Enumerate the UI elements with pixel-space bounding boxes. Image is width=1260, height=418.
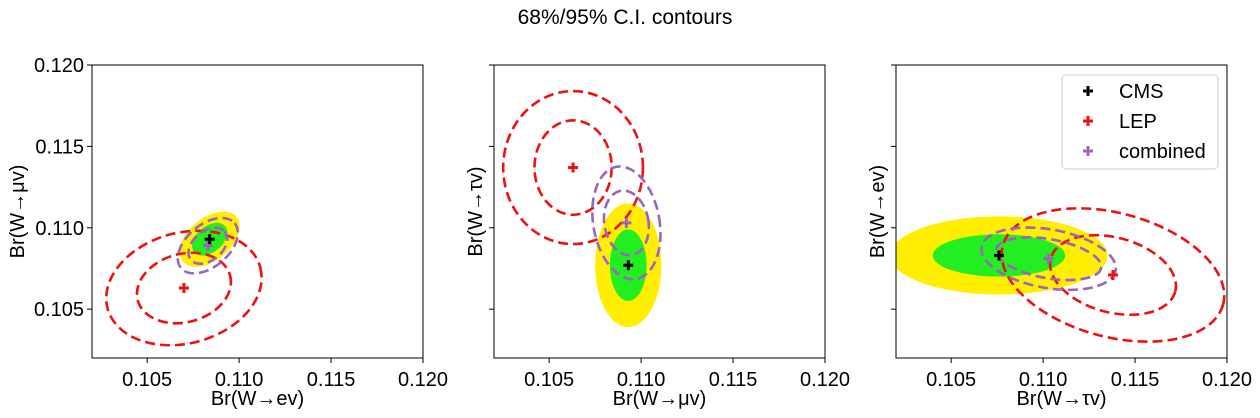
x-axis-label: Br(W→μv) — [613, 388, 707, 410]
legend-label: LEP — [1119, 111, 1157, 133]
y-tick-label: 0.105 — [34, 299, 84, 321]
panel-2: 0.105 0.110 0.115 0.120 Br(W→μv) Br(W→τv) — [465, 64, 850, 410]
lep-marker — [178, 283, 189, 294]
axes-frame — [895, 64, 1228, 359]
panel-1: 0.105 0.110 0.115 0.120 0.105 0.110 0.115 0.120… — [7, 55, 448, 410]
legend-box — [1061, 74, 1219, 170]
panels: 0.105 0.110 0.115 0.120 0.105 0.110 0.115 0.120… — [7, 55, 1252, 410]
axes-frame — [91, 64, 424, 359]
cms-marker — [204, 234, 215, 245]
legend: CMS LEP combined — [1061, 74, 1219, 170]
lep-95-contour — [501, 89, 645, 246]
x-tick-label: 0.105 — [926, 369, 976, 391]
x-tick-label: 0.105 — [524, 369, 574, 391]
plot-area — [896, 207, 1226, 343]
lep-68-contour — [1048, 233, 1178, 317]
legend-label: combined — [1119, 141, 1206, 163]
x-tick-label: 0.110 — [215, 369, 264, 391]
combined-marker — [202, 240, 213, 251]
x-tick-label: 0.115 — [709, 369, 758, 391]
panel-3: 0.105 0.110 0.115 0.120 Br(W→τv) Br(W→ev) — [867, 64, 1252, 410]
y-axis-label: Br(W→τv) — [465, 166, 487, 256]
combined-marker — [1043, 253, 1054, 264]
axes-frame — [493, 64, 826, 359]
legend-marker-lep — [1083, 116, 1093, 126]
y-axis-label: Br(W→ev) — [867, 165, 889, 258]
combined-95-contour — [591, 165, 662, 281]
lep-95-contour — [104, 229, 263, 347]
combined-marker — [621, 217, 632, 228]
cms-marker — [623, 260, 634, 271]
legend-marker-combined — [1083, 146, 1093, 156]
combined-95-contour — [176, 216, 240, 275]
x-tick-label: 0.115 — [307, 369, 356, 391]
x-tick-label: 0.120 — [1202, 369, 1252, 391]
x-axis-label: Br(W→ev) — [211, 388, 304, 410]
x-tick-label: 0.115 — [1111, 369, 1160, 391]
lep-68-contour — [135, 251, 233, 325]
y-tick-label: 0.110 — [35, 218, 84, 240]
combined-68-contour — [602, 189, 651, 257]
lep-marker — [568, 162, 579, 173]
plot-area — [501, 89, 662, 328]
plot-area — [104, 211, 263, 347]
lep-95-contour — [1000, 207, 1226, 343]
lep-marker — [1107, 269, 1118, 280]
combined-68-contour — [994, 236, 1103, 282]
legend-marker-cms — [1083, 86, 1093, 96]
x-tick-label: 0.120 — [800, 369, 850, 391]
y-tick-label: 0.115 — [35, 136, 84, 158]
x-tick-label: 0.110 — [1019, 369, 1068, 391]
x-axis-label: Br(W→τv) — [1016, 388, 1106, 410]
x-tick-label: 0.110 — [617, 369, 666, 391]
combined-95-contour — [980, 226, 1118, 292]
figure-title: 68%/95% C.I. contours — [518, 6, 733, 29]
x-tick-label: 0.120 — [398, 369, 448, 391]
y-axis-label: Br(W→μv) — [7, 165, 29, 259]
x-tick-label: 0.105 — [122, 369, 172, 391]
cms-marker — [993, 250, 1004, 261]
legend-label: CMS — [1119, 81, 1163, 103]
y-tick-label: 0.120 — [34, 55, 84, 77]
